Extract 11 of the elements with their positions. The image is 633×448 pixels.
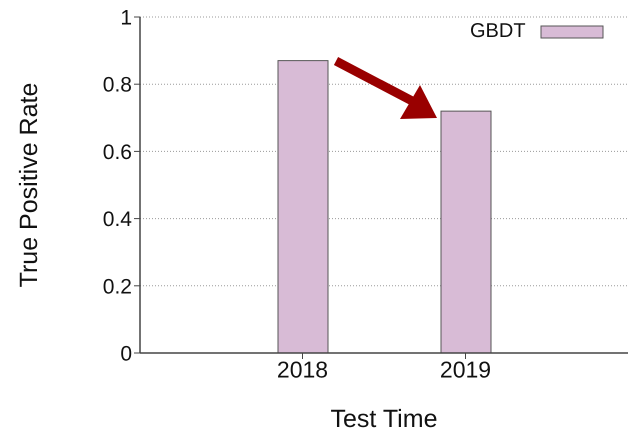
y-tick-label: 0.4 <box>102 208 132 232</box>
y-tick-label: 0.6 <box>102 140 132 164</box>
y-tick-label: 1 <box>120 6 132 30</box>
x-axis-title: Test Time <box>330 405 438 433</box>
y-tick-label: 0.2 <box>102 275 132 298</box>
legend-label: GBDT <box>470 20 526 43</box>
x-tick-label: 2019 <box>440 356 492 382</box>
y-axis-title: True Positive Rate <box>14 82 43 288</box>
y-tick-label: 0.8 <box>102 74 132 97</box>
x-tick-label: 2018 <box>276 356 328 382</box>
y-tick-label: 0 <box>120 342 132 366</box>
